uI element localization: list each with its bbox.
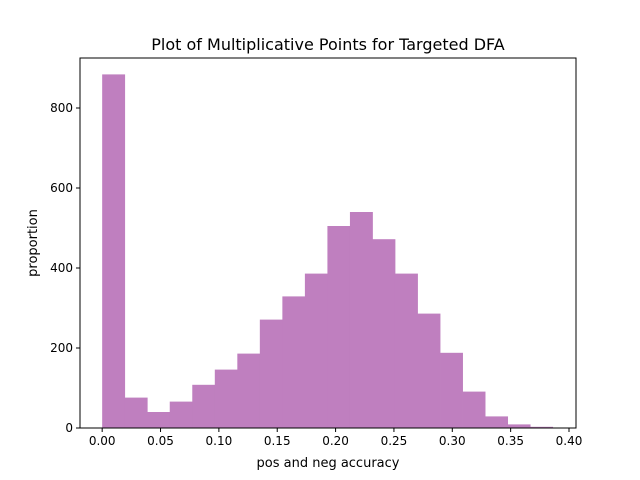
histogram-bar (417, 313, 441, 428)
chart-title: Plot of Multiplicative Points for Target… (151, 35, 505, 54)
histogram-bar (259, 319, 283, 428)
histogram-bar (507, 424, 531, 428)
histogram-bar (237, 353, 261, 428)
x-tick-label: 0.10 (206, 434, 233, 448)
plot-frame (79, 57, 577, 429)
y-tick-label: 800 (50, 101, 73, 115)
y-axis-label: proportion (26, 209, 41, 277)
histogram-bar (147, 412, 171, 428)
y-tick-label: 200 (50, 341, 73, 355)
histogram-bar (394, 273, 418, 428)
histogram-bar (485, 416, 509, 428)
histogram-bar (327, 226, 351, 428)
x-tick-label: 0.35 (497, 434, 524, 448)
y-tick-label: 600 (50, 181, 73, 195)
x-tick-label: 0.30 (439, 434, 466, 448)
x-tick-label: 0.00 (89, 434, 116, 448)
histogram-bar (349, 212, 373, 428)
x-tick-label: 0.20 (322, 434, 349, 448)
histogram-bar (169, 401, 193, 428)
x-axis-label: pos and neg accuracy (257, 456, 400, 471)
x-tick-label: 0.05 (147, 434, 174, 448)
bars-group (102, 74, 554, 429)
histogram-bar (102, 74, 126, 429)
x-tick-label: 0.40 (556, 434, 583, 448)
x-axis-ticks: 0.00 0.05 0.10 0.15 0.20 0.25 0.30 0.35 0.40 (89, 428, 583, 448)
histogram-bar (530, 426, 554, 428)
y-tick-label: 400 (50, 261, 73, 275)
histogram-bar (282, 296, 306, 428)
histogram-bar (462, 391, 486, 428)
x-tick-label: 0.15 (264, 434, 291, 448)
histogram-bar (192, 384, 216, 428)
x-tick-label: 0.25 (381, 434, 408, 448)
histogram-bar (124, 397, 148, 428)
y-tick-label: 0 (65, 421, 73, 435)
y-axis-ticks: 0 200 400 600 800 (50, 101, 80, 435)
histogram-bar (440, 352, 463, 428)
histogram-bar (214, 369, 238, 428)
histogram-bar (372, 239, 396, 428)
histogram-bar (304, 273, 328, 428)
